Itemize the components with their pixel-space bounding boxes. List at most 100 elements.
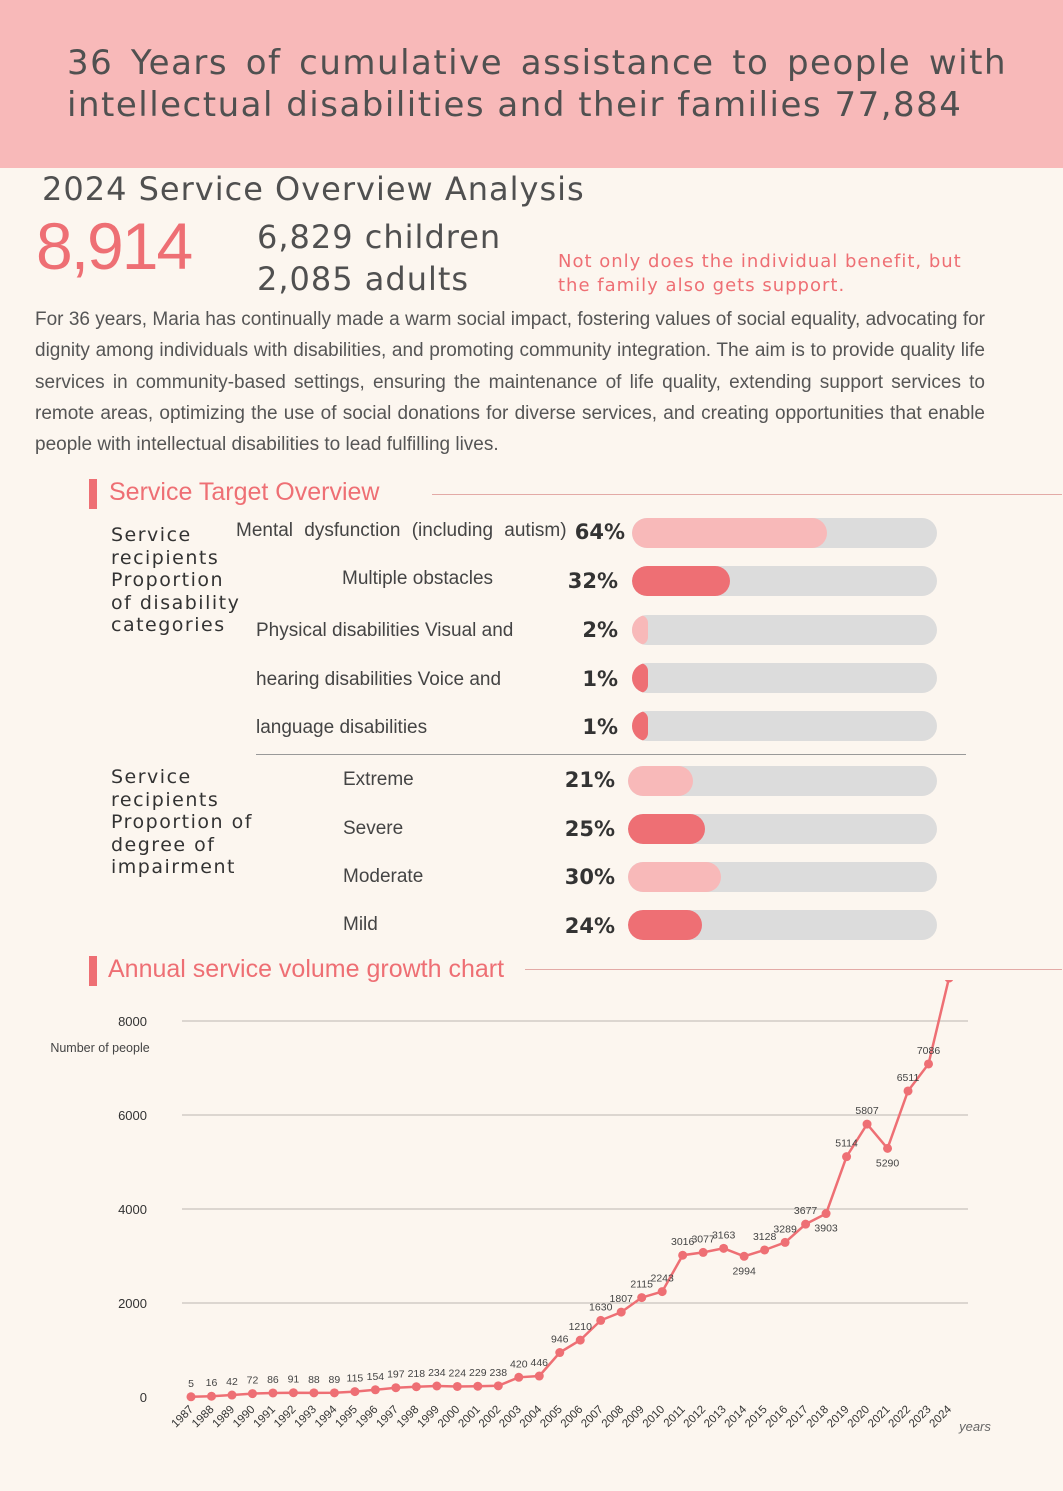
x-tick-label: 1998	[395, 1404, 422, 1431]
data-label: 72	[247, 1375, 259, 1387]
x-tick-label: 2001	[456, 1404, 483, 1431]
y-tick-label: 4000	[118, 1202, 147, 1217]
impairment-row-label: Severe	[343, 818, 404, 839]
x-tick-label: 1999	[415, 1404, 442, 1431]
x-axis-ticks: 1987198819891990199119921993199419951996…	[170, 1403, 955, 1430]
x-tick-label: 1990	[231, 1404, 258, 1431]
disability-row-label: Physical disabilities Visual and	[256, 620, 514, 641]
x-tick-label: 1989	[211, 1404, 238, 1431]
section-rule	[525, 969, 1062, 970]
data-point	[760, 1245, 770, 1255]
data-point	[309, 1388, 319, 1398]
y-tick-label: 0	[140, 1390, 147, 1405]
data-point	[944, 980, 954, 983]
x-tick-label: 1992	[272, 1404, 299, 1431]
data-point	[862, 1119, 872, 1129]
x-tick-label: 2017	[784, 1404, 811, 1431]
data-point	[555, 1348, 565, 1358]
data-point	[719, 1243, 729, 1253]
impairment-group-label: Service recipients Proportion of degree …	[111, 766, 253, 878]
impairment-bar-fill	[628, 766, 693, 796]
data-point	[350, 1387, 360, 1397]
data-labels: 5 16 42 72 86 91 88 89 115 154 197 218 234 224 229 2384…	[188, 1045, 940, 1390]
data-point	[206, 1391, 216, 1401]
chart-grid	[182, 1020, 968, 1304]
data-label: 446	[531, 1357, 549, 1369]
data-point	[370, 1385, 380, 1395]
data-label: 154	[367, 1371, 385, 1383]
x-tick-label: 1993	[292, 1404, 319, 1431]
section-accent-bar	[89, 956, 97, 986]
disability-row-pct: 32%	[567, 569, 618, 593]
x-tick-label: 1997	[374, 1404, 401, 1431]
impairment-bar-track	[628, 766, 937, 796]
data-point	[616, 1307, 626, 1317]
x-tick-label: 2005	[538, 1404, 565, 1431]
disability-bar-fill	[632, 518, 828, 548]
data-label: 91	[288, 1374, 300, 1386]
data-label: 5114	[835, 1138, 858, 1150]
data-point	[780, 1237, 790, 1247]
data-label: 3163	[712, 1229, 736, 1241]
impairment-row-pct: 25%	[564, 817, 615, 841]
impairment-row-label: Extreme	[343, 769, 414, 790]
data-point	[657, 1287, 667, 1297]
x-tick-label: 2009	[620, 1404, 647, 1431]
data-point	[842, 1152, 852, 1162]
disability-row-label: Multiple obstacles	[342, 568, 494, 589]
disability-bar-fill	[632, 711, 648, 741]
impairment-bar-track	[628, 862, 937, 892]
section-divider	[256, 754, 966, 755]
data-point	[883, 1143, 893, 1153]
x-tick-label: 1995	[333, 1404, 360, 1431]
data-label: 946	[551, 1334, 569, 1346]
data-label: 86	[267, 1374, 279, 1386]
mission-paragraph: For 36 years, Maria has continually made…	[35, 309, 985, 456]
disability-bar-fill	[632, 615, 648, 645]
x-tick-label: 2018	[805, 1404, 832, 1431]
data-label: 224	[449, 1367, 467, 1379]
y-tick-label: 6000	[118, 1108, 147, 1123]
family-support-note: Not only does the individual benefit, bu…	[558, 251, 962, 296]
x-tick-label: 2019	[825, 1404, 852, 1431]
adults-count: 2,085 adults	[257, 260, 470, 298]
data-point	[452, 1381, 462, 1391]
x-tick-label: 2022	[887, 1404, 914, 1431]
data-label: 238	[490, 1367, 508, 1379]
data-label: 5807	[855, 1105, 879, 1117]
data-label: 229	[469, 1367, 487, 1379]
disability-bar-track	[632, 518, 937, 548]
data-point	[493, 1381, 503, 1391]
data-point	[637, 1293, 647, 1303]
disability-row-pct: 2%	[582, 618, 618, 642]
impairment-row-pct: 21%	[564, 768, 615, 792]
data-label: 218	[408, 1368, 426, 1380]
disability-bar-fill	[632, 663, 648, 693]
y-axis-label: Number of people	[50, 1041, 149, 1055]
x-tick-label: 2014	[723, 1403, 750, 1430]
impairment-bar-track	[628, 910, 937, 940]
impairment-bar-fill	[628, 814, 706, 844]
data-label: 2994	[732, 1265, 756, 1277]
data-point	[514, 1372, 524, 1382]
impairment-bar-track	[628, 814, 937, 844]
impairment-row-label: Mild	[343, 914, 378, 935]
overview-title: 2024 Service Overview Analysis	[42, 170, 585, 208]
x-tick-label: 2002	[477, 1404, 504, 1431]
x-tick-label: 2016	[764, 1404, 791, 1431]
impairment-row-pct: 30%	[564, 865, 615, 889]
x-tick-label: 1994	[313, 1403, 340, 1430]
data-point	[801, 1219, 811, 1229]
data-point	[575, 1335, 585, 1345]
data-label: 3128	[753, 1231, 777, 1243]
header-banner: 36 Years of cumulative assistance to peo…	[0, 0, 1063, 168]
y-tick-label: 2000	[118, 1296, 147, 1311]
data-label: 3289	[773, 1223, 797, 1235]
disability-row-pct: 64%	[574, 520, 625, 544]
x-tick-label: 2020	[846, 1404, 873, 1431]
x-tick-label: 1988	[190, 1404, 217, 1431]
data-label: 234	[428, 1367, 446, 1379]
data-label: 420	[510, 1358, 528, 1370]
disability-bar-track	[632, 711, 937, 741]
data-label: 115	[347, 1373, 364, 1385]
